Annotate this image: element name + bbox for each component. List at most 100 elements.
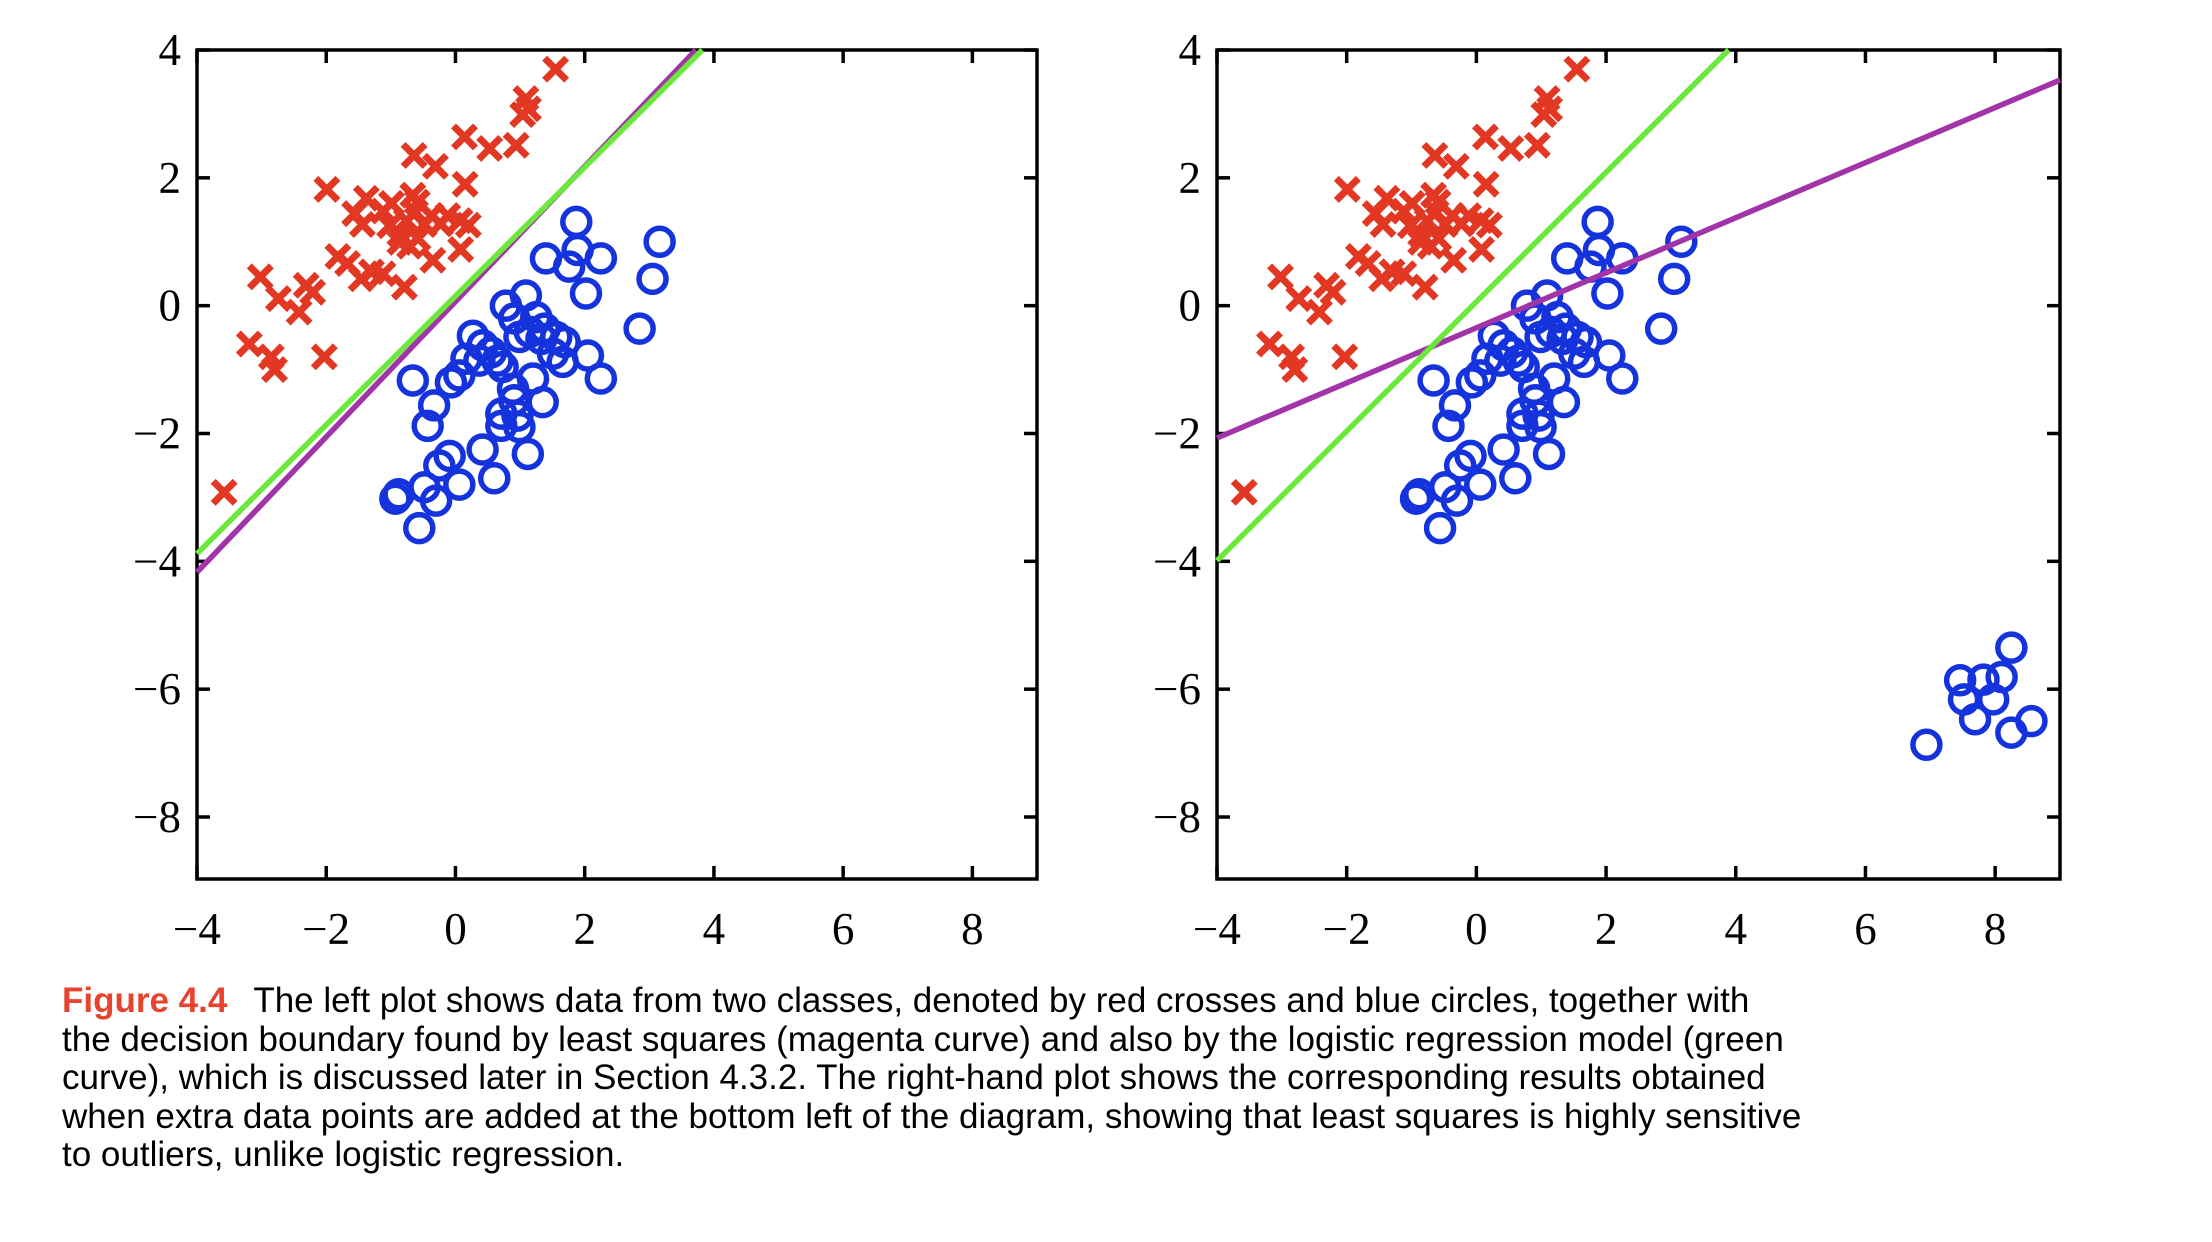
y-tick-label: 2: [159, 153, 182, 203]
x-tick-label: 0: [1465, 904, 1488, 954]
red-cross-marker: [1369, 211, 1397, 238]
red-cross-marker: [1333, 175, 1361, 203]
blue-circle-marker: [1532, 437, 1566, 471]
blue-circle-marker: [443, 359, 476, 392]
blue-circle-marker: [552, 250, 586, 283]
plot-frame: [195, 48, 1039, 881]
red-cross-marker: [246, 263, 274, 291]
x-tick-label: 8: [961, 904, 984, 954]
red-cross-marker: [1285, 285, 1313, 313]
blue-circle-marker: [1506, 409, 1539, 443]
y-tick-label: −2: [1153, 409, 1201, 459]
y-tick-label: −4: [1153, 536, 1201, 586]
least-squares-boundary-line: [1215, 77, 2062, 441]
left-plot: −4 −2 0 2 4 6 8 4 2 0 −2 −4 −6 −8: [133, 25, 1039, 954]
blue-circle-marker: [396, 364, 430, 397]
red-cross-marker: [1497, 134, 1525, 162]
red-cross-marker: [1530, 101, 1558, 129]
red-cross-marker: [1319, 278, 1347, 306]
red-cross-marker: [1390, 260, 1418, 288]
x-tick-label: −2: [302, 904, 350, 954]
red-cross-marker: [390, 273, 418, 301]
blue-circle-marker: [623, 312, 656, 345]
red-cross-marker: [1425, 225, 1453, 253]
blue-circle-marker: [1581, 205, 1614, 239]
red-cross-marker: [476, 134, 504, 162]
red-cross-marker: [542, 55, 570, 83]
blue-circle-marker: [1455, 366, 1489, 399]
blue-circle-marker: [1471, 342, 1504, 375]
blue-circle-marker: [411, 409, 444, 443]
red-cross-marker: [369, 197, 397, 225]
blue-circle-marker: [1591, 277, 1624, 310]
blue-circle-marker: [485, 409, 518, 443]
red-cross-marker: [261, 356, 289, 384]
red-cross-marker: [210, 478, 238, 506]
x-tick-label: 4: [703, 904, 726, 954]
blue-circle-marker: [1432, 409, 1465, 443]
blue-circle-marker: [1976, 683, 2010, 716]
logistic-regression-boundary-line: [195, 48, 705, 556]
blue-circle-marker: [417, 389, 451, 422]
x-tick-label: 8: [1984, 904, 2007, 954]
x-tick-label: 0: [444, 904, 467, 954]
y-tick-label: −8: [133, 792, 181, 842]
blue-circle-marker: [1606, 362, 1639, 395]
x-tick-label: 2: [1595, 904, 1618, 954]
red-cross-marker: [509, 101, 537, 129]
red-cross-marker: [421, 152, 449, 180]
blue-circle-marker: [1502, 344, 1535, 377]
red-cross-marker: [1230, 478, 1258, 506]
blue-circle-marker: [1423, 511, 1457, 545]
x-tick-label: −4: [173, 904, 221, 954]
red-cross-marker: [1472, 170, 1500, 198]
logistic-regression-boundary-line: [1215, 48, 1731, 563]
y-tick-label: −2: [133, 409, 181, 459]
red-cross-marker: [447, 235, 475, 263]
red-cross-marker: [1523, 131, 1551, 159]
red-cross-marker: [1267, 263, 1295, 291]
y-tick-label: 4: [159, 25, 182, 75]
red-cross-marker: [1440, 246, 1468, 274]
red-cross-marker: [369, 260, 397, 288]
figure-caption: Figure 4.4 The left plot shows data from …: [62, 981, 2152, 1175]
blue-circle-marker: [1443, 449, 1477, 482]
blue-circle-marker: [1547, 385, 1581, 419]
blue-circle-marker: [1644, 312, 1678, 345]
blue-circle-marker: [434, 366, 468, 399]
red-cross-marker: [1256, 330, 1284, 358]
blue-circle-marker: [643, 225, 676, 259]
x-tick-label: 6: [1854, 904, 1877, 954]
y-tick-label: 0: [1179, 281, 1202, 331]
class2-outlier-circles: [1910, 631, 2048, 762]
blue-circle-marker: [584, 362, 618, 395]
blue-circle-marker: [1464, 468, 1497, 501]
blue-circle-marker: [1499, 461, 1532, 495]
red-cross-marker: [313, 175, 341, 203]
blue-circle-marker: [403, 511, 436, 545]
blue-circle-marker: [481, 344, 514, 377]
y-tick-label: 4: [1179, 25, 1202, 75]
plots-canvas: −4 −2 0 2 4 6 8 4 2 0 −2 −4 −6 −8 −4 −2 0 2 4 6 8 4 2 0 −2 −4 −6 −8: [133, 25, 2062, 954]
figure-label: Figure 4.4: [62, 981, 228, 1020]
red-cross-marker: [502, 131, 530, 159]
class1-red-crosses: [1230, 55, 1591, 506]
blue-circle-marker: [1399, 482, 1433, 515]
red-cross-marker: [400, 141, 428, 169]
blue-circle-marker: [1665, 225, 1698, 259]
red-cross-marker: [1442, 152, 1470, 180]
red-cross-marker: [1468, 235, 1496, 263]
blue-circle-marker: [443, 468, 476, 501]
x-tick-label: −4: [1193, 904, 1241, 954]
red-cross-marker: [348, 211, 376, 238]
blue-circle-marker: [1464, 359, 1497, 392]
red-cross-marker: [451, 123, 478, 151]
class2-blue-circles: [379, 205, 676, 545]
red-cross-marker: [1331, 343, 1359, 371]
x-tick-label: 2: [573, 904, 596, 954]
blue-circle-marker: [503, 320, 536, 354]
red-cross-marker: [404, 225, 432, 253]
y-tick-label: −6: [133, 664, 181, 714]
blue-circle-marker: [1440, 484, 1474, 517]
